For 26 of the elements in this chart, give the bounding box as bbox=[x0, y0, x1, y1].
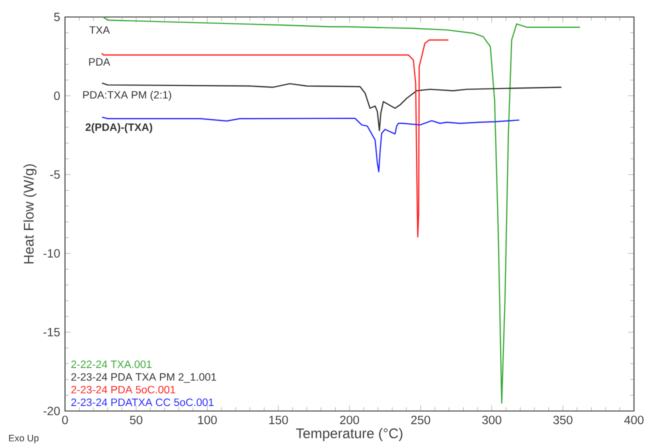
y-tick-label: -20 bbox=[44, 406, 60, 416]
y-tick-label: -15 bbox=[44, 328, 60, 336]
x-tick-label: 0 bbox=[62, 416, 68, 424]
text: Exo Up bbox=[9, 434, 39, 444]
x-tick-label: 150 bbox=[269, 416, 288, 424]
y-tick-label: 5 bbox=[54, 12, 60, 22]
text: 2-23-24 PDATXA CC 5oC.001 bbox=[71, 398, 214, 406]
x-tick-label: 300 bbox=[482, 416, 502, 424]
text: 2-23-24 PDA 5oC.001 bbox=[71, 386, 176, 394]
y-axis-title: Heat Flow (W/g) bbox=[23, 164, 36, 264]
x-tick-label: 400 bbox=[624, 416, 644, 424]
y-tick-label: -5 bbox=[50, 170, 60, 179]
x-tick-label: 250 bbox=[411, 416, 430, 424]
annotation: PDA:TXA PM (2:1) bbox=[83, 90, 172, 101]
x-tick-label: 100 bbox=[198, 416, 217, 424]
text: 2-22-24 TXA.001 bbox=[71, 360, 152, 368]
x-tick-label: 350 bbox=[553, 416, 572, 424]
annotation: PDA bbox=[89, 58, 110, 66]
text: 2-23-24 PDA TXA PM 2_1.001 bbox=[71, 373, 216, 383]
y-tick-label: -10 bbox=[44, 249, 60, 258]
x-tick-label: 200 bbox=[340, 416, 360, 424]
x-axis-title: Temperature (°C) bbox=[296, 428, 402, 442]
y-tick-label: 0 bbox=[54, 92, 60, 100]
x-tick-label: 50 bbox=[130, 416, 142, 424]
annotation: TXA bbox=[89, 26, 110, 34]
annotation: 2(PDA)-(TXA) bbox=[86, 123, 152, 134]
